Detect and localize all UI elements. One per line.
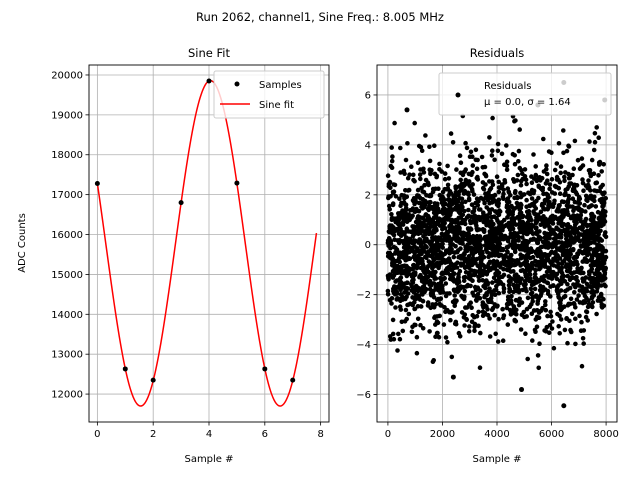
y-tick-label: 6: [365, 90, 371, 101]
y-tick-label: 0: [365, 240, 371, 251]
y-tick-label: 18000: [51, 150, 83, 161]
x-tick-label: 0: [385, 429, 391, 440]
x-tick-label: 4: [206, 429, 212, 440]
sine-fit-xlabel: Sample #: [184, 454, 233, 465]
sine-fit-panel: Sine Fit 0 2 4 6 8 12000 13000 14000 15000 16000 1…: [17, 46, 330, 465]
residuals-ticks: 0 2000 4000 6000 8000 −6 −4 −2 0 2 4 6: [356, 90, 619, 440]
legend-samples-label: Samples: [259, 80, 302, 91]
sample-point: [178, 200, 184, 206]
x-tick-label: 6000: [539, 429, 564, 440]
sine-fit-samples-layer: [94, 78, 296, 383]
sample-point: [122, 366, 128, 372]
residual-outlier-point: [450, 374, 456, 380]
residuals-title: Residuals: [470, 46, 525, 60]
residual-outlier-point: [561, 403, 567, 409]
x-tick-label: 6: [262, 429, 268, 440]
x-tick-label: 0: [94, 429, 100, 440]
y-tick-label: 14000: [51, 310, 83, 321]
figure-suptitle: Run 2062, channel1, Sine Freq.: 8.005 MH…: [196, 10, 444, 24]
y-tick-label: 19000: [51, 110, 83, 121]
y-tick-label: 13000: [51, 350, 83, 361]
y-tick-label: 15000: [51, 270, 83, 281]
legend-samples-marker: [234, 81, 240, 87]
sample-point: [150, 377, 156, 383]
residuals-legend-box: [438, 72, 612, 116]
y-tick-label: 12000: [51, 390, 83, 401]
sine-fit-line: [96, 79, 318, 407]
y-tick-label: −2: [356, 290, 371, 301]
residual-points: [385, 113, 609, 371]
x-tick-label: 2: [150, 429, 156, 440]
y-tick-label: 16000: [51, 230, 83, 241]
y-tick-label: 4: [365, 140, 371, 151]
x-tick-label: 2000: [430, 429, 455, 440]
y-tick-label: 17000: [51, 190, 83, 201]
sample-point: [234, 180, 240, 186]
x-tick-label: 8: [317, 429, 323, 440]
sample-point: [206, 78, 212, 84]
legend-residuals-marker: [455, 92, 461, 98]
legend-residuals-label-line1: Residuals: [484, 81, 531, 92]
legend-residuals-label-line2: μ = 0.0, σ = 1.64: [484, 97, 571, 108]
sample-point: [262, 366, 268, 372]
legend-sine-fit-label: Sine fit: [259, 100, 294, 111]
residuals-legend: Residuals μ = 0.0, σ = 1.64: [438, 72, 612, 116]
y-tick-label: 2: [365, 190, 371, 201]
residuals-xlabel: Sample #: [472, 454, 521, 465]
sine-fit-ylabel: ADC Counts: [17, 213, 28, 273]
sine-fit-line-layer: [96, 79, 318, 407]
y-tick-label: −4: [356, 340, 371, 351]
sine-fit-legend: Samples Sine fit: [213, 70, 325, 119]
residuals-points-layer: [385, 79, 609, 409]
sine-fit-ticks: 0 2 4 6 8 12000 13000 14000 15000 16000 17000 18000…: [51, 70, 324, 440]
residual-outlier-point: [404, 107, 410, 113]
x-tick-label: 8000: [593, 429, 618, 440]
sample-point: [94, 180, 100, 186]
residuals-panel: Residuals 0 2000 4000 6000 8000 −6 −4 −2 0 2 4 6 Sa…: [356, 46, 619, 465]
residual-outlier-point: [519, 387, 525, 393]
sine-fit-title: Sine Fit: [188, 46, 230, 60]
sine-fit-legend-box: [213, 70, 325, 119]
x-tick-label: 4000: [484, 429, 509, 440]
y-tick-label: 20000: [51, 70, 83, 81]
y-tick-label: −6: [356, 390, 371, 401]
sample-point: [290, 377, 296, 383]
